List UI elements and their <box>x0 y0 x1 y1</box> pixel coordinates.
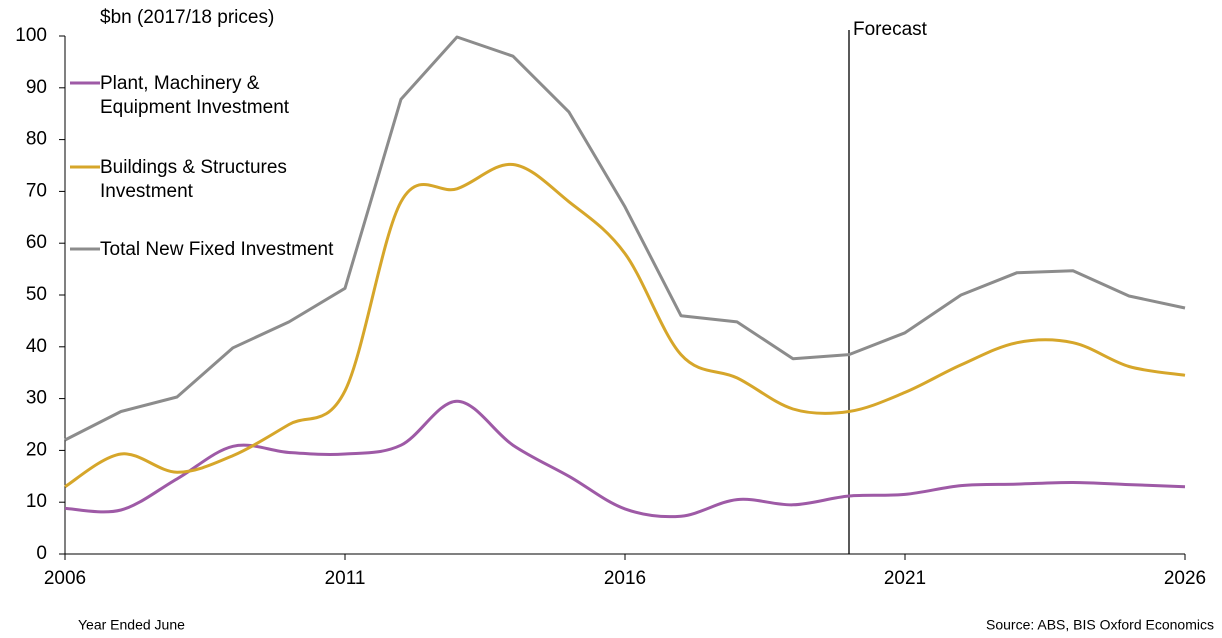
x-tick-label: 2021 <box>884 568 926 589</box>
y-tick-label: 30 <box>26 388 47 409</box>
y-tick-label: 100 <box>15 25 47 46</box>
y-tick-label: 10 <box>26 491 47 512</box>
y-tick-label: 90 <box>26 77 47 98</box>
x-tick-label: 2016 <box>604 568 646 589</box>
y-tick-label: 50 <box>26 284 47 305</box>
legend-label: Total New Fixed Investment <box>100 239 334 260</box>
y-tick-label: 20 <box>26 439 47 460</box>
x-tick-label: 2011 <box>325 568 366 589</box>
x-tick-label: 2026 <box>1164 568 1206 589</box>
y-tick-label: 40 <box>26 336 47 357</box>
series-line <box>64 399 1186 519</box>
x-tick-label: 2006 <box>44 568 86 589</box>
y-tick-label: 0 <box>36 543 47 564</box>
series-line <box>64 35 1186 442</box>
series-line <box>64 162 1186 488</box>
y-tick-label: 70 <box>26 180 47 201</box>
forecast-label: Forecast <box>853 19 928 40</box>
y-tick-label: 60 <box>26 232 47 253</box>
x-axis-label: Year Ended June <box>78 617 185 633</box>
legend-label: Plant, Machinery & Equipment Investment <box>100 73 290 118</box>
y-axis-label: $bn (2017/18 prices) <box>100 7 274 28</box>
source: Source: ABS, BIS Oxford Economics <box>986 617 1214 633</box>
legend-label: Buildings & Structures Investment <box>100 157 287 202</box>
y-tick-label: 80 <box>26 129 47 150</box>
